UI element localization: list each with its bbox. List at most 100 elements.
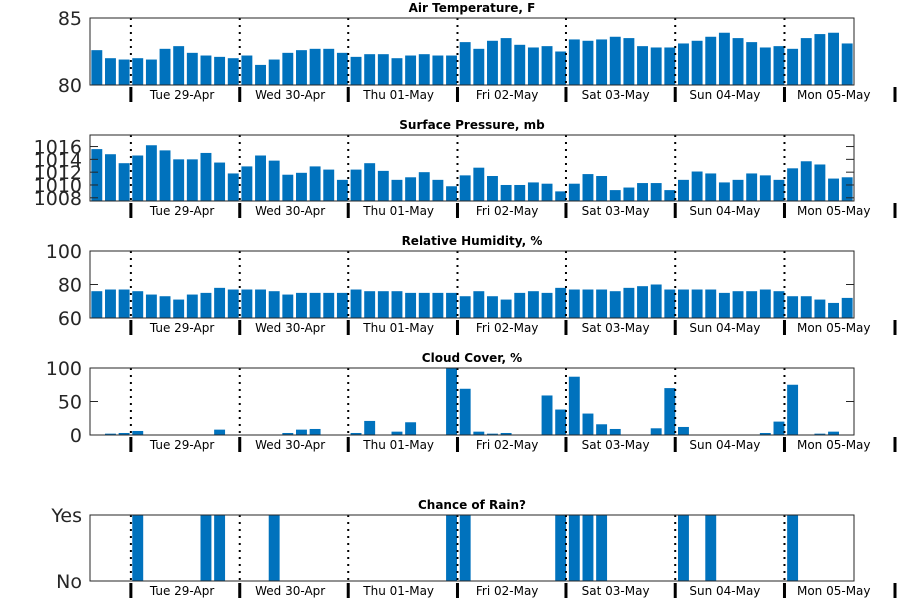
bar <box>746 291 758 318</box>
bar <box>145 59 157 85</box>
bar <box>800 38 812 85</box>
bar <box>732 38 744 85</box>
bar <box>705 173 717 201</box>
bar <box>500 38 512 85</box>
x-tick-label: Tue 29-Apr <box>149 321 214 335</box>
x-tick-label: Sun 04-May <box>689 204 760 218</box>
bar <box>418 172 430 201</box>
bar <box>841 43 853 85</box>
bar <box>828 302 839 318</box>
bar <box>814 299 826 318</box>
bar <box>132 58 144 85</box>
bar <box>678 426 689 435</box>
bar <box>473 431 485 435</box>
bar <box>323 169 335 201</box>
y-tick-label: No <box>56 571 82 593</box>
bar <box>828 431 839 435</box>
bar <box>268 59 280 85</box>
bar <box>241 55 253 85</box>
bar <box>418 54 430 85</box>
bar <box>718 32 730 85</box>
bar <box>282 432 294 435</box>
bar <box>323 48 335 85</box>
bar <box>500 432 512 435</box>
bar <box>541 395 553 435</box>
x-tick-label: Wed 30-Apr <box>255 584 325 598</box>
y-tick-label: Yes <box>50 505 82 527</box>
x-tick-label: Mon 05-May <box>797 584 871 598</box>
bar <box>582 40 594 85</box>
bar <box>173 159 185 201</box>
bar <box>705 515 717 581</box>
x-tick-label: Tue 29-Apr <box>149 88 214 102</box>
bar <box>336 292 348 319</box>
bar <box>500 299 512 318</box>
bar <box>309 166 321 201</box>
bar <box>227 58 239 85</box>
bar <box>773 179 785 201</box>
bar <box>541 183 553 201</box>
bar <box>787 296 799 318</box>
bar <box>350 169 362 201</box>
bar <box>200 55 212 85</box>
bar <box>637 183 648 201</box>
bar <box>405 422 417 435</box>
bar <box>664 388 676 435</box>
bar <box>364 163 376 201</box>
bar <box>568 183 580 201</box>
bar <box>473 167 485 201</box>
bar <box>650 47 662 85</box>
bar <box>596 39 608 85</box>
bar <box>405 292 417 319</box>
bar <box>405 177 417 201</box>
bar <box>186 294 198 318</box>
bar <box>623 187 635 201</box>
bar <box>759 175 771 201</box>
y-tick-label: 100 <box>46 241 82 263</box>
bar <box>268 160 280 201</box>
x-tick-label: Mon 05-May <box>797 321 871 335</box>
bar <box>596 289 608 318</box>
bar <box>746 42 758 85</box>
bar <box>787 48 799 85</box>
x-tick-label: Wed 30-Apr <box>255 204 325 218</box>
y-tick-label: 1008 <box>34 188 82 210</box>
x-tick-label: Fri 02-May <box>476 438 539 452</box>
bar <box>432 55 444 85</box>
bar <box>446 55 457 85</box>
bar <box>541 46 553 85</box>
bar <box>282 174 294 201</box>
bar <box>568 376 580 435</box>
axes-box <box>89 367 855 436</box>
bar <box>678 289 689 318</box>
axes-box <box>89 134 855 202</box>
bar <box>296 50 307 85</box>
x-tick-label: Mon 05-May <box>797 204 871 218</box>
bar <box>459 515 471 581</box>
bar <box>814 164 826 201</box>
axes-box <box>89 17 855 86</box>
bar <box>186 52 198 85</box>
bar <box>732 179 744 201</box>
bar <box>282 52 294 85</box>
y-tick-label: 80 <box>58 275 82 297</box>
bar <box>145 145 157 201</box>
x-tick-label: Mon 05-May <box>797 88 871 102</box>
bar <box>105 58 116 85</box>
bar <box>118 163 130 201</box>
bar <box>118 432 130 435</box>
bar <box>582 289 594 318</box>
bar <box>609 291 621 318</box>
bar <box>268 515 280 581</box>
bar <box>568 515 580 581</box>
bar <box>650 183 662 201</box>
bar <box>678 515 689 581</box>
chart-title: Surface Pressure, mb <box>399 118 545 132</box>
bar <box>105 289 116 318</box>
bar <box>296 429 307 435</box>
bar <box>391 58 403 85</box>
x-tick-label: Sun 04-May <box>689 584 760 598</box>
bar <box>418 292 430 319</box>
bar <box>555 287 567 318</box>
x-tick-label: Tue 29-Apr <box>149 584 214 598</box>
